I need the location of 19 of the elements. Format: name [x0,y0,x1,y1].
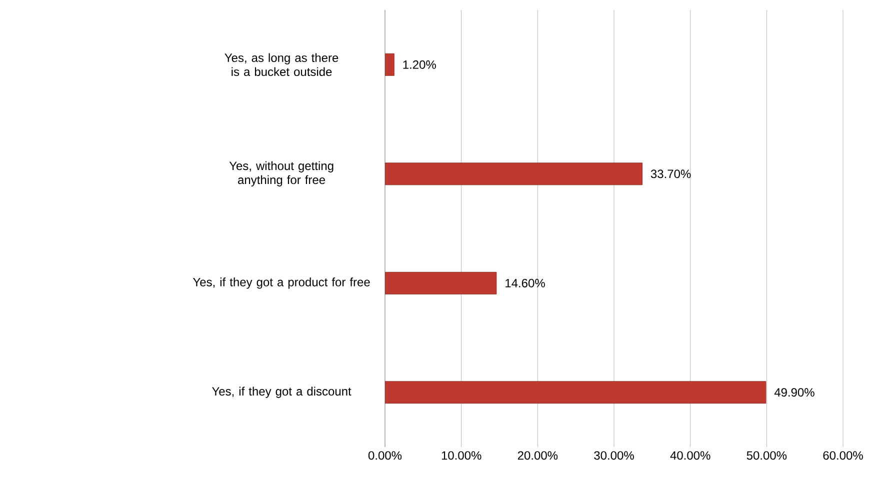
bar [385,381,766,404]
bar [385,272,497,294]
x-tick-label: 40.00% [670,451,710,460]
x-tick-label: 60.00% [823,451,863,460]
data-label: 49.90% [774,388,814,397]
bar [385,54,394,76]
x-tick-label: 0.00% [368,451,402,460]
y-tick-label: Yes, as long as there is a bucket outside [224,53,338,76]
x-tick-label: 10.00% [442,451,482,460]
y-tick-label: Yes, without getting anything for free [229,161,334,186]
bar [385,162,642,186]
x-tick-label: 50.00% [746,451,787,460]
data-label: 33.70% [650,170,691,178]
y-tick-label: Yes, if they got a discount [212,386,352,398]
x-tick-label: 30.00% [594,451,634,460]
x-tick-label: 20.00% [518,451,558,460]
data-label: 14.60% [506,278,545,288]
y-tick-label: Yes, if they got a product for free [192,278,370,289]
data-label: 1.20% [403,60,436,69]
